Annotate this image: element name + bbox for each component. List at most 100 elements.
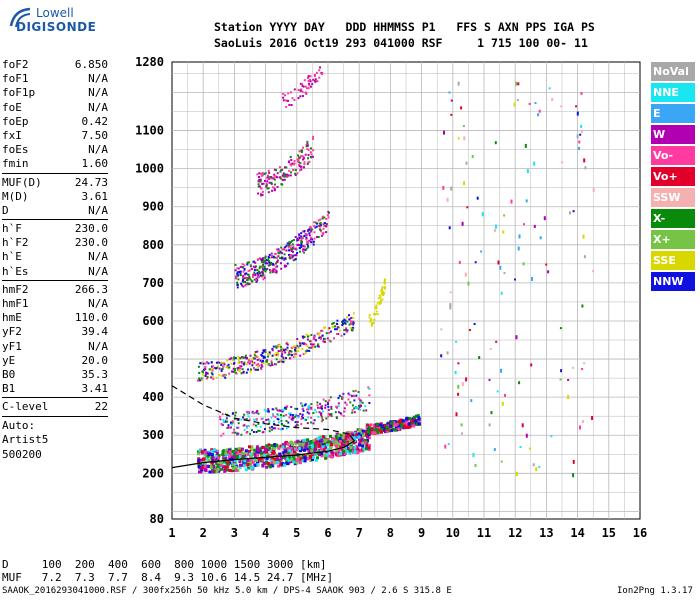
echo-dot [228, 366, 231, 369]
echo-dot [468, 329, 471, 331]
echo-dot [234, 447, 238, 451]
echo-dot [269, 269, 272, 272]
echo-dot [259, 359, 262, 362]
echo-dot [215, 462, 219, 466]
echo-dot [298, 237, 301, 239]
echo-dot [249, 278, 252, 281]
echo-dot [256, 358, 259, 361]
echo-dot [242, 279, 244, 282]
echo-dot [277, 250, 280, 252]
echo-dot [345, 403, 348, 406]
echo-dot [276, 354, 279, 357]
echo-dot [357, 391, 360, 393]
echo-dot [334, 440, 338, 444]
echo-dot [271, 348, 274, 350]
echo-dot [311, 346, 314, 349]
echo-dot [228, 448, 232, 452]
echo-dot [245, 363, 248, 366]
echo-dot [310, 156, 313, 159]
echo-dot [268, 353, 271, 356]
echo-dot [380, 301, 382, 304]
echo-dot [260, 265, 263, 268]
echo-dot [295, 254, 298, 257]
echo-dot [413, 422, 416, 426]
echo-dot [408, 425, 412, 429]
echo-dot [268, 261, 271, 264]
echo-dot [237, 432, 240, 435]
echo-dot [325, 439, 329, 443]
echo-dot [294, 169, 297, 172]
echo-dot [297, 347, 300, 350]
panel-divider [2, 397, 108, 399]
legend-item-ssw: SSW [651, 188, 695, 207]
echo-dot [271, 428, 273, 431]
echo-dot [242, 356, 245, 359]
echo-dot [347, 433, 351, 437]
echo-dot [283, 265, 286, 268]
echo-dot [499, 265, 502, 270]
echo-dot [286, 341, 289, 344]
echo-dot [240, 447, 244, 451]
echo-dot [289, 247, 292, 250]
echo-dot [261, 351, 264, 354]
echo-dot [284, 348, 287, 351]
echo-dot [276, 464, 280, 468]
echo-dot [244, 273, 247, 276]
echo-dot [240, 361, 243, 363]
echo-dot [266, 359, 269, 362]
echo-dot [473, 323, 476, 325]
echo-dot [275, 407, 278, 410]
echo-dot [252, 275, 254, 278]
echo-dot [314, 447, 317, 451]
echo-dot [357, 432, 361, 436]
echo-dot [218, 367, 221, 370]
footer-version: Ion2Png 1.3.17 [617, 586, 693, 596]
echo-dot [215, 376, 218, 379]
echo-dot [572, 473, 575, 478]
echo-dot [252, 423, 255, 426]
echo-dot [211, 365, 214, 368]
echo-dot [270, 182, 273, 185]
echo-dot [343, 410, 346, 413]
echo-dot [357, 435, 361, 439]
echo-dot [303, 459, 307, 463]
echo-dot [246, 453, 250, 457]
echo-dot [319, 225, 322, 228]
echo-dot [292, 168, 295, 171]
echo-dot [285, 457, 289, 461]
echo-dot [197, 365, 200, 368]
echo-dot [236, 418, 239, 421]
echo-dot [267, 187, 270, 190]
echo-dot [523, 223, 525, 226]
echo-dot [294, 349, 297, 351]
echo-dot [291, 416, 294, 419]
echo-dot [297, 415, 300, 418]
echo-dot [299, 413, 302, 415]
echo-dot [198, 377, 201, 380]
echo-dot [328, 454, 332, 458]
legend-item-nne: NNE [651, 83, 695, 102]
echo-dot [235, 276, 238, 278]
echo-dot [360, 437, 364, 441]
echo-dot [246, 356, 248, 359]
echo-dot [212, 465, 216, 469]
legend-item-noval: NoVal [651, 62, 695, 81]
echo-dot [244, 463, 248, 467]
echo-dot [268, 465, 272, 469]
echo-dot [261, 172, 264, 174]
echo-dot [450, 99, 453, 102]
echo-dot [342, 321, 344, 324]
echo-dot [370, 318, 373, 321]
echo-dot [343, 440, 347, 444]
echo-dot [310, 449, 314, 453]
echo-dot [361, 401, 364, 404]
echo-dot [306, 349, 309, 352]
echo-dot [252, 357, 255, 360]
echo-dot [290, 159, 293, 161]
echo-dot [240, 454, 244, 458]
echo-dot [312, 243, 315, 246]
echo-dot [226, 415, 229, 418]
echo-dot [263, 276, 266, 279]
echo-dot [244, 456, 248, 460]
param-value: N/A [88, 143, 108, 157]
